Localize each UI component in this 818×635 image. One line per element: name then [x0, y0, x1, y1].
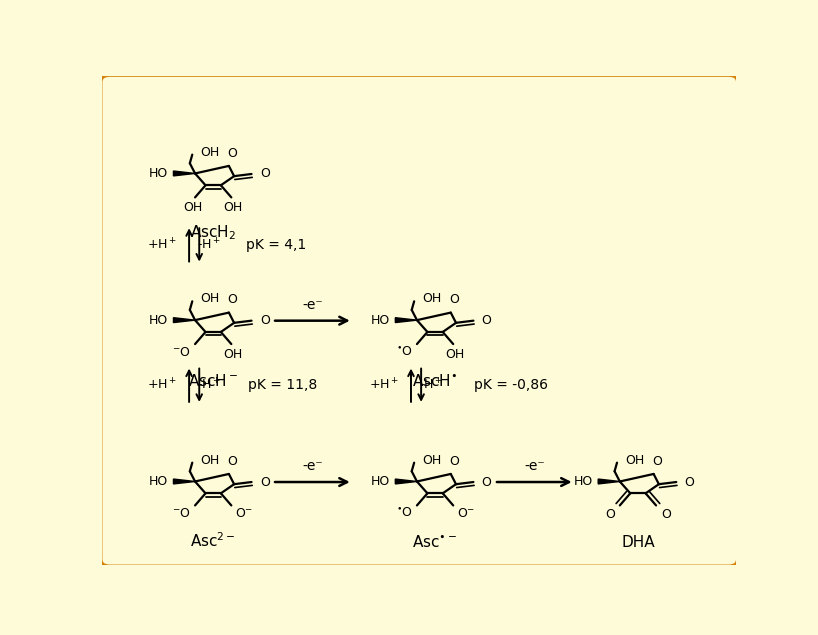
Text: OH: OH	[422, 454, 442, 467]
Text: OH: OH	[422, 292, 442, 305]
Text: -e⁻: -e⁻	[524, 459, 545, 473]
Text: pK = -0,86: pK = -0,86	[474, 378, 548, 392]
Text: $^{-}$O: $^{-}$O	[173, 346, 191, 359]
Text: O: O	[260, 476, 270, 488]
Text: +H$^+$: +H$^+$	[369, 378, 399, 393]
Text: HO: HO	[149, 314, 169, 326]
Text: O: O	[482, 314, 492, 327]
Text: OH: OH	[183, 201, 203, 214]
Text: O: O	[605, 509, 615, 521]
Text: $^{\bullet}$O: $^{\bullet}$O	[396, 346, 413, 359]
Text: O: O	[260, 168, 270, 180]
Text: O: O	[260, 314, 270, 327]
Text: HO: HO	[149, 475, 169, 488]
Text: AscH$_2$: AscH$_2$	[190, 224, 236, 243]
Text: HO: HO	[371, 475, 390, 488]
Text: -H$^+$: -H$^+$	[419, 378, 443, 393]
Text: OH: OH	[625, 454, 645, 467]
Text: +H$^+$: +H$^+$	[147, 237, 178, 253]
Text: $^{\bullet}$O: $^{\bullet}$O	[396, 507, 413, 521]
Polygon shape	[598, 479, 620, 484]
Text: O: O	[227, 147, 237, 159]
Text: O: O	[449, 293, 459, 306]
Text: Asc$^{2-}$: Asc$^{2-}$	[191, 531, 236, 551]
Text: O$^{-}$: O$^{-}$	[457, 507, 475, 520]
Text: -e⁻: -e⁻	[303, 298, 323, 312]
Text: DHA: DHA	[621, 535, 654, 551]
Text: OH: OH	[200, 292, 220, 305]
Text: +H$^+$: +H$^+$	[147, 378, 178, 393]
Text: OH: OH	[223, 201, 243, 214]
Text: -H$^+$: -H$^+$	[196, 378, 221, 393]
Text: Asc$^{\bullet-}$: Asc$^{\bullet-}$	[412, 535, 458, 551]
Text: OH: OH	[200, 145, 220, 159]
FancyBboxPatch shape	[101, 75, 738, 566]
Polygon shape	[395, 479, 417, 484]
Text: O: O	[685, 476, 694, 488]
Text: AscH$^-$: AscH$^-$	[188, 373, 238, 389]
Polygon shape	[395, 318, 417, 323]
Polygon shape	[173, 171, 195, 176]
Text: HO: HO	[371, 314, 390, 326]
Text: pK = 4,1: pK = 4,1	[246, 238, 307, 252]
Text: -H$^+$: -H$^+$	[196, 237, 221, 253]
Text: $^{-}$O: $^{-}$O	[173, 507, 191, 520]
Text: OH: OH	[223, 348, 243, 361]
Text: O$^{-}$: O$^{-}$	[235, 507, 254, 520]
Text: HO: HO	[574, 475, 593, 488]
Text: O: O	[449, 455, 459, 467]
Text: HO: HO	[149, 167, 169, 180]
Text: pK = 11,8: pK = 11,8	[249, 378, 317, 392]
Polygon shape	[173, 479, 195, 484]
Text: -e⁻: -e⁻	[303, 459, 323, 473]
Text: O: O	[482, 476, 492, 488]
Text: O: O	[652, 455, 662, 467]
Text: AscH$^{\bullet}$: AscH$^{\bullet}$	[412, 373, 458, 389]
Text: O: O	[227, 455, 237, 467]
Text: O: O	[227, 293, 237, 306]
Text: OH: OH	[200, 454, 220, 467]
Text: OH: OH	[446, 348, 465, 361]
Text: O: O	[661, 509, 671, 521]
Polygon shape	[173, 318, 195, 323]
